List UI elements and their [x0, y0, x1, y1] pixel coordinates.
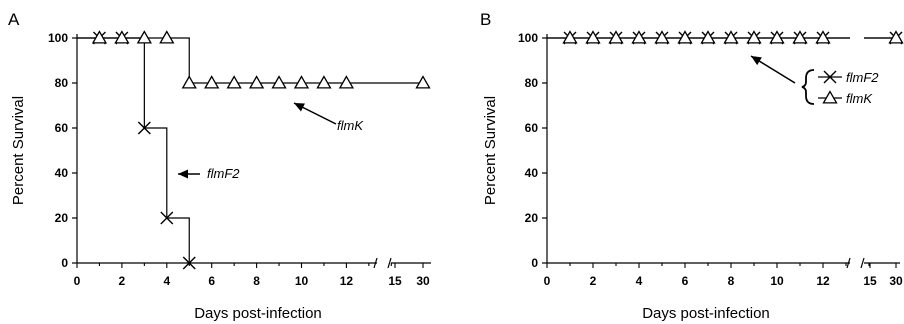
x-axis-break-mark — [846, 257, 851, 269]
annotation-flmf2: flmF2 — [207, 166, 240, 181]
y-tick-label: 0 — [531, 256, 538, 270]
flmK-point — [815, 30, 831, 44]
x-marker-stroke-b — [823, 70, 837, 84]
flmK-point — [677, 30, 693, 44]
flmK-point — [316, 75, 332, 89]
x-tick-label: 8 — [253, 274, 260, 288]
x-tick-label: 4 — [163, 274, 170, 288]
y-tick-label: 80 — [525, 76, 539, 90]
series-line-flmK — [77, 37, 423, 84]
flmK-point — [338, 75, 355, 89]
flmF2-point — [160, 211, 174, 225]
flmK-point — [654, 30, 670, 44]
y-tick-label: 100 — [518, 31, 538, 45]
panel-b: B 0 20 40 60 80 100 Percent Survival 0 2 4 6 8 10 12 15… — [480, 10, 904, 322]
y-tick-label: 40 — [55, 166, 69, 180]
x-marker-stroke-b — [160, 211, 174, 225]
x-tick-label: 0 — [74, 274, 81, 288]
x-axis-label: Days post-infection — [642, 305, 770, 322]
flmK-point — [562, 30, 578, 44]
y-tick-label: 0 — [61, 256, 68, 270]
flmK-point — [888, 30, 904, 44]
x-tick-label: 2 — [590, 274, 597, 288]
arrow-flmk — [293, 102, 337, 125]
x-tick-label: 12 — [816, 274, 830, 288]
x-tick-label: 15 — [388, 274, 402, 288]
x-tick-label: 0 — [544, 274, 551, 288]
legend-brace — [801, 69, 815, 105]
arrow-head — [178, 169, 188, 179]
x-axis-break-mark — [387, 257, 392, 269]
panel-letter: B — [480, 10, 491, 29]
flmK-point — [293, 75, 310, 89]
x-axis-break-mark — [860, 257, 865, 269]
x-marker-stroke-b — [137, 121, 151, 135]
y-axis-label: Percent Survival — [482, 96, 499, 205]
flmK-point — [792, 30, 808, 44]
x-tick-label: 6 — [682, 274, 689, 288]
x-tick-label: 2 — [119, 274, 126, 288]
flmK-point — [700, 30, 716, 44]
series-line-flmF2 — [77, 37, 190, 263]
panel-letter: A — [8, 10, 20, 29]
flmK-point — [723, 30, 739, 44]
flmK-point — [631, 30, 647, 44]
y-axis-label: Percent Survival — [10, 96, 27, 205]
arrow-head — [751, 56, 762, 66]
flmK-point — [271, 75, 287, 89]
flmK-point — [608, 30, 624, 44]
arrow-head — [294, 103, 305, 112]
flmK-point — [248, 75, 265, 89]
flmK-point — [226, 75, 242, 89]
flmK-point — [91, 30, 108, 44]
flmK-point — [746, 30, 762, 44]
flmK-point — [585, 30, 601, 44]
y-tick-label: 80 — [55, 76, 69, 90]
y-tick-label: 100 — [48, 31, 68, 45]
y-tick-label: 20 — [55, 211, 69, 225]
x-marker-stroke-b — [182, 256, 196, 270]
y-tick-label: 60 — [55, 121, 69, 135]
x-axis-label: Days post-infection — [194, 305, 322, 322]
x-tick-label: 15 — [863, 274, 877, 288]
x-tick-label: 30 — [889, 274, 903, 288]
flmF2-point — [137, 121, 151, 135]
legend-marker-flmf2 — [823, 70, 837, 84]
panel-a: A 0 20 40 60 80 100 Percent Survival 0 2 4 6 8 10 12 15… — [8, 10, 431, 322]
flmK-point — [136, 30, 152, 44]
legend-marker-flmk — [822, 90, 838, 104]
flmK-point — [159, 30, 175, 44]
x-tick-label: 6 — [208, 274, 215, 288]
arrow-legend — [750, 55, 796, 84]
x-tick-label: 8 — [728, 274, 735, 288]
flmK-point — [181, 75, 197, 89]
flmF2-point — [182, 256, 196, 270]
flmK-point — [204, 75, 220, 89]
legend-label-flmk: flmK — [846, 91, 873, 106]
x-tick-label: 30 — [416, 274, 430, 288]
y-tick-label: 20 — [525, 211, 539, 225]
x-axis-break-mark — [373, 257, 378, 269]
x-tick-label: 12 — [340, 274, 354, 288]
legend-label-flmf2: flmF2 — [846, 70, 879, 85]
flmK-point — [769, 30, 785, 44]
y-tick-label: 60 — [525, 121, 539, 135]
flmK-point — [114, 30, 130, 44]
x-tick-label: 10 — [770, 274, 784, 288]
x-tick-label: 4 — [636, 274, 643, 288]
annotation-flmk: flmK — [337, 118, 364, 133]
arrow-flmf2 — [178, 169, 200, 179]
flmK-point — [415, 75, 431, 89]
y-tick-label: 40 — [525, 166, 539, 180]
x-tick-label: 10 — [295, 274, 309, 288]
